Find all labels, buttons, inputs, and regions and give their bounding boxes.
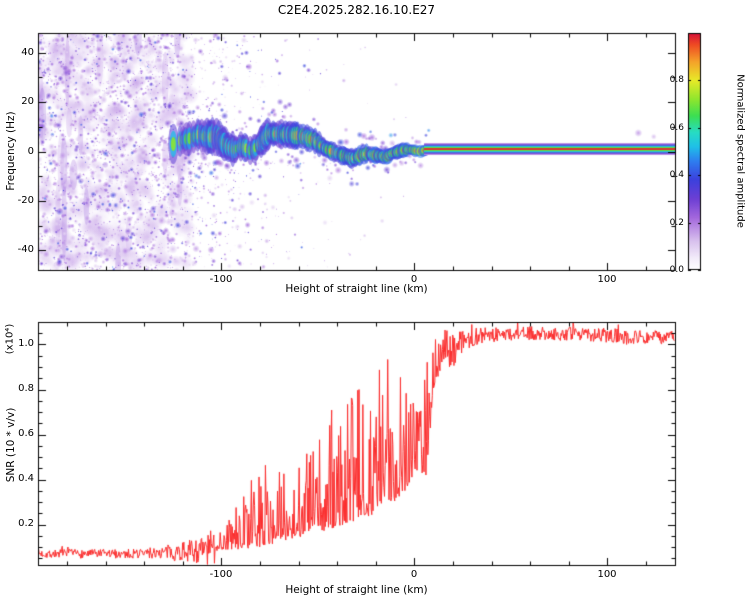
spec-ytick-40: 40 (21, 47, 34, 58)
spec-xtick-100: 100 (597, 274, 617, 285)
spec-ytick-0: 0 (27, 146, 34, 157)
spec-xtick-0: 0 (410, 274, 418, 285)
chart-title: C2E4.2025.282.16.10.E27 (277, 3, 436, 17)
colorbar (688, 33, 701, 270)
snr-scale-label: (x10⁴) (4, 323, 16, 355)
snr-xtick-m100: -100 (209, 569, 233, 580)
snr-xtick-0: 0 (410, 569, 418, 580)
colorbar-tick-02: 0.2 (669, 218, 684, 228)
spec-xtick-m100: -100 (209, 274, 233, 285)
snr-plot-area (38, 322, 675, 565)
colorbar-axis-label: Normalized spectral amplitude (734, 74, 746, 228)
spec-ytick-m40: -40 (17, 244, 34, 255)
spec-yaxis-label: Frequency (Hz) (5, 111, 17, 191)
spectrogram-plot-area (38, 33, 675, 270)
colorbar-tick-08: 0.8 (669, 75, 684, 85)
spec-ytick-m20: -20 (17, 195, 34, 206)
colorbar-tick-04: 0.4 (669, 170, 684, 180)
snr-ytick-08: 0.8 (18, 383, 34, 394)
spec-ytick-20: 20 (21, 96, 34, 107)
snr-ytick-10: 1.0 (18, 338, 34, 349)
snr-ytick-04: 0.4 (18, 473, 34, 484)
colorbar-tick-06: 0.6 (669, 123, 684, 133)
spec-xaxis-label: Height of straight line (km) (285, 283, 428, 295)
snr-xtick-100: 100 (597, 569, 617, 580)
snr-ytick-02: 0.2 (18, 518, 34, 529)
snr-yaxis-label: SNR (10 * v/v) (5, 407, 17, 483)
colorbar-tick-00: 0.0 (669, 265, 684, 275)
snr-xaxis-label: Height of straight line (km) (285, 584, 428, 596)
snr-ytick-06: 0.6 (18, 428, 34, 439)
